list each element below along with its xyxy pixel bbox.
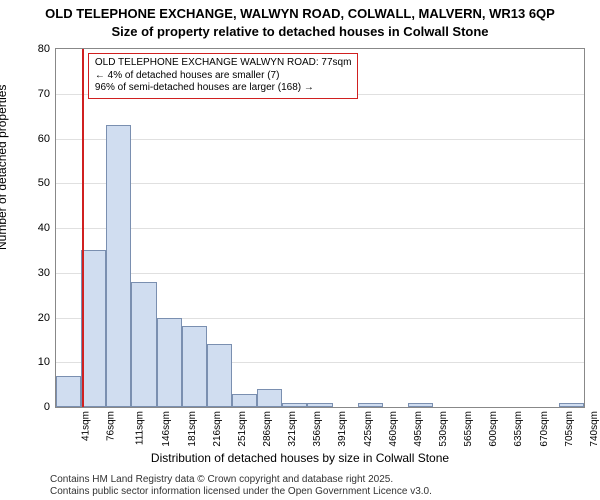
x-tick-label: 321sqm [287,411,298,447]
histogram-bar [182,326,207,407]
histogram-bar [307,403,332,407]
histogram-bar [358,403,383,407]
x-axis-label: Distribution of detached houses by size … [0,451,600,465]
x-tick-label: 670sqm [539,411,550,447]
callout-line3: 96% of semi-detached houses are larger (… [95,82,352,95]
y-tick-label: 0 [44,401,50,413]
histogram-bar [106,125,131,407]
histogram-bar [282,403,307,407]
x-tick-label: 460sqm [388,411,399,447]
x-tick-label: 425sqm [363,411,374,447]
histogram-bar [131,282,156,407]
histogram-bar [207,344,232,407]
x-tick-label: 181sqm [187,411,198,447]
gridline [56,183,584,184]
x-tick-label: 705sqm [564,411,575,447]
y-tick-label: 70 [38,88,50,100]
reference-callout: OLD TELEPHONE EXCHANGE WALWYN ROAD: 77sq… [88,53,359,99]
histogram-bar [81,250,106,407]
histogram-bar [157,318,182,408]
chart-title-line2: Size of property relative to detached ho… [0,24,600,39]
callout-line1: OLD TELEPHONE EXCHANGE WALWYN ROAD: 77sq… [95,57,352,70]
footer-line2: Contains public sector information licen… [50,486,432,498]
x-tick-label: 111sqm [135,411,146,445]
gridline [56,273,584,274]
x-tick-label: 530sqm [438,411,449,447]
x-tick-label: 286sqm [262,411,273,447]
x-tick-label: 391sqm [338,411,349,447]
x-tick-label: 146sqm [162,411,173,447]
x-tick-label: 635sqm [514,411,525,447]
plot-area: 0102030405060708041sqm76sqm111sqm146sqm1… [55,48,585,408]
footer-line1: Contains HM Land Registry data © Crown c… [50,474,432,486]
callout-line2: ← 4% of detached houses are smaller (7) [95,70,352,83]
y-tick-label: 20 [38,312,50,324]
gridline [56,139,584,140]
reference-marker-line [82,49,84,407]
y-tick-label: 30 [38,267,50,279]
x-tick-label: 740sqm [589,411,600,447]
x-tick-label: 216sqm [212,411,223,447]
x-tick-label: 565sqm [463,411,474,447]
histogram-bar [232,394,257,407]
y-tick-label: 50 [38,177,50,189]
histogram-bar [408,403,433,407]
y-axis-label: Number of detached properties [0,85,9,250]
y-tick-label: 40 [38,222,50,234]
x-tick-label: 251sqm [237,411,248,447]
x-tick-label: 495sqm [413,411,424,447]
x-tick-label: 356sqm [312,411,323,447]
histogram-bar [56,376,81,407]
y-tick-label: 80 [38,43,50,55]
footer-attribution: Contains HM Land Registry data © Crown c… [50,474,432,498]
y-tick-label: 60 [38,133,50,145]
chart-title-line1: OLD TELEPHONE EXCHANGE, WALWYN ROAD, COL… [0,6,600,21]
x-tick-label: 76sqm [106,411,117,441]
histogram-bar [257,389,282,407]
histogram-bar [559,403,584,407]
y-tick-label: 10 [38,356,50,368]
x-tick-label: 600sqm [488,411,499,447]
x-tick-label: 41sqm [81,411,92,441]
histogram-chart: OLD TELEPHONE EXCHANGE, WALWYN ROAD, COL… [0,0,600,500]
gridline [56,228,584,229]
